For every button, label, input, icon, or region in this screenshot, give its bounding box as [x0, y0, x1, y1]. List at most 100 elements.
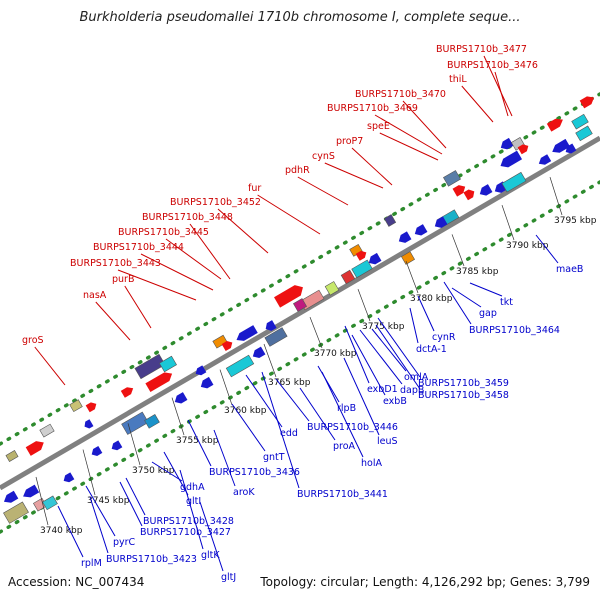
- forward-gene-label: BURPS1710b_3443: [70, 258, 161, 269]
- gene-feature: [84, 419, 94, 429]
- reverse-label-leader: [119, 481, 143, 527]
- reverse-gene-label: gntT: [263, 452, 285, 463]
- reverse-label-leader: [344, 325, 370, 384]
- reverse-label-leader: [261, 371, 300, 489]
- reverse-gene-label: BURPS1710b_3464: [469, 325, 560, 336]
- gene-feature: [111, 440, 123, 451]
- forward-label-leader: [124, 285, 152, 329]
- forward-gene-label: pdhR: [285, 165, 310, 176]
- reverse-gene-label: rplM: [81, 558, 102, 569]
- gene-feature: [63, 472, 75, 483]
- gene-feature: [274, 285, 303, 308]
- forward-label-leader: [351, 147, 393, 186]
- reverse-label-leader: [451, 287, 482, 308]
- kbp-tick-mark: [549, 177, 563, 216]
- gene-feature: [368, 252, 382, 265]
- kbp-tick-mark: [127, 423, 141, 466]
- kbp-tick-mark: [219, 369, 233, 406]
- map-title: Burkholderia pseudomallei 1710b chromoso…: [79, 10, 521, 25]
- reverse-gene-label: BURPS1710b_3446: [307, 422, 398, 433]
- reverse-label-leader: [377, 317, 421, 378]
- gene-feature: [500, 137, 514, 150]
- reverse-gene-label: exbD1: [367, 384, 398, 395]
- kbp-tick-mark: [82, 449, 96, 496]
- kbp-tick-mark: [405, 261, 419, 294]
- gene-feature: [174, 392, 188, 404]
- gene-feature: [134, 353, 166, 380]
- reverse-gene-label: gltK: [201, 550, 220, 561]
- gene-feature: [463, 189, 475, 201]
- kbp-tick-mark: [263, 343, 277, 378]
- reverse-label-leader: [125, 477, 146, 516]
- reverse-label-leader: [317, 365, 340, 403]
- dots-outer-forward: [0, 92, 600, 446]
- reverse-label-leader: [187, 419, 212, 467]
- gene-labels: groS nasA purB BURPS1710b_3443 BURPS1710b_34…: [22, 44, 583, 583]
- reverse-gene-label: exbB: [383, 396, 407, 407]
- kbp-ticks: 3740 kbp 3745 kbp 3750 kbp 3755 kbp 3760 kbp…: [35, 177, 597, 536]
- forward-gene-label: BURPS1710b_3444: [93, 242, 184, 253]
- reverse-gene-label: BURPS1710b_3441: [297, 489, 388, 500]
- gene-feature: [398, 231, 412, 243]
- kbp-tick-label: 3750 kbp: [132, 466, 175, 476]
- kbp-tick-label: 3780 kbp: [410, 294, 453, 304]
- reverse-gene-label: gltI: [186, 496, 201, 507]
- gene-feature: [69, 399, 83, 413]
- gene-feature: [401, 251, 415, 265]
- gene-feature: [225, 354, 255, 378]
- gene-feature: [252, 346, 266, 358]
- reverse-gene-label: dapB: [400, 385, 424, 396]
- reverse-gene-label: pyrC: [113, 537, 136, 548]
- reverse-label-leader: [417, 295, 435, 332]
- reverse-gene-label: proA: [333, 441, 356, 452]
- reverse-gene-label: gap: [479, 308, 497, 319]
- forward-label-leader: [374, 114, 443, 155]
- reverse-label-leader: [275, 378, 310, 422]
- topology-text: Topology: circular; Length: 4,126,292 bp…: [260, 575, 590, 589]
- reverse-label-leader: [535, 234, 559, 264]
- reverse-label-leader: [409, 307, 419, 344]
- reverse-gene-label: dctA-1: [416, 344, 447, 355]
- reverse-label-leader: [321, 371, 364, 458]
- gene-feature: [23, 484, 40, 498]
- reverse-gene-label: gltJ: [221, 572, 236, 583]
- kbp-tick-label: 3790 kbp: [506, 241, 549, 251]
- reverse-gene-label: tkt: [500, 297, 513, 308]
- reverse-gene-label: rlpB: [337, 403, 356, 414]
- gene-feature: [200, 376, 214, 389]
- gene-feature: [538, 154, 552, 165]
- feature-track-dots: [0, 92, 600, 534]
- gene-feature: [452, 185, 466, 197]
- reverse-gene-label: holA: [361, 458, 382, 469]
- forward-label-leader: [117, 269, 197, 301]
- gene-feature: [579, 96, 595, 109]
- gene-feature: [39, 423, 55, 438]
- forward-gene-label: nasA: [83, 290, 107, 301]
- reverse-label-leader: [375, 324, 421, 390]
- kbp-tick-mark: [501, 205, 515, 241]
- reverse-gene-label: BURPS1710b_3423: [106, 554, 197, 565]
- forward-gene-label: BURPS1710b_3448: [142, 212, 233, 223]
- gene-feature: [221, 341, 233, 351]
- reverse-gene-label: BURPS1710b_3458: [418, 390, 509, 401]
- gene-feature: [443, 170, 461, 187]
- forward-label-leader: [257, 194, 321, 235]
- reverse-label-leader: [469, 282, 503, 297]
- reverse-label-leader: [213, 429, 236, 487]
- gene-feature: [91, 446, 103, 456]
- forward-gene-label: BURPS1710b_3445: [118, 227, 209, 238]
- kbp-tick-label: 3765 kbp: [268, 378, 311, 388]
- reverse-gene-label: omlA: [404, 372, 429, 383]
- gene-feature: [42, 495, 58, 511]
- kbp-tick-label: 3795 kbp: [554, 216, 597, 226]
- forward-label-leader: [140, 253, 214, 291]
- reverse-label-leader: [179, 469, 204, 550]
- gene-feature: [144, 414, 160, 429]
- gene-feature: [355, 250, 367, 261]
- forward-label-leader: [402, 100, 447, 149]
- forward-label-leader: [461, 85, 494, 123]
- reverse-gene-label: aroK: [233, 487, 255, 498]
- forward-gene-label: BURPS1710b_3469: [327, 103, 418, 114]
- gene-feature: [145, 372, 173, 393]
